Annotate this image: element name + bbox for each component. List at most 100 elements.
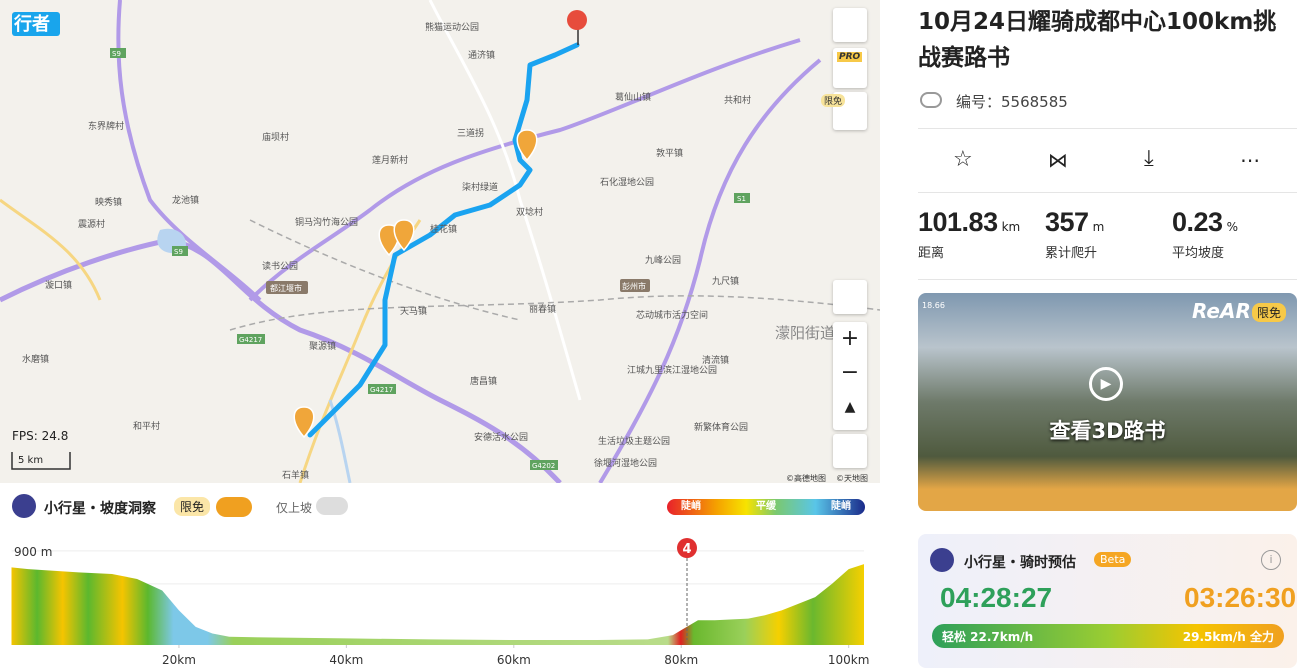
road-label: S9 [112, 50, 121, 58]
stat-unit: m [1092, 220, 1105, 234]
free-button[interactable]: 限免 [821, 92, 867, 130]
toggle-off[interactable] [316, 497, 348, 515]
city-label: 都江堰市 [270, 283, 302, 293]
toggle-on[interactable] [216, 497, 252, 517]
scale-bar [11, 452, 71, 470]
place-label: 铜马沟竹海公园 [295, 216, 358, 228]
pro-button[interactable]: PRO [833, 48, 867, 88]
free-badge: 限免 [1252, 303, 1287, 322]
place-label: 庙坝村 [262, 131, 289, 143]
place-label: 石羊镇 [282, 469, 309, 481]
scale-label: 5 km [18, 455, 43, 466]
marker-badge [677, 538, 697, 558]
place-label: 三道拐 [457, 127, 484, 139]
copyright: ©高德地图 [786, 473, 826, 483]
place-label: 映秀镇 [95, 196, 122, 208]
place-label: 漩口镇 [45, 279, 72, 291]
x-tick-label: 80km [664, 653, 698, 667]
map-labels: 熊猫运动公园 通济镇 葛仙山镇 共和村 东界牌村 庙坝村 三道拐 莲月新村 敦平… [22, 21, 835, 481]
stat-value: 357 [1045, 207, 1089, 237]
place-label: 葛仙山镇 [615, 91, 651, 103]
stat-label: 累计爬升 [1045, 246, 1098, 261]
x-tick-label: 40km [329, 653, 363, 667]
place-label: 熊猫运动公园 [425, 21, 479, 33]
city-label: 彭州市 [622, 281, 646, 291]
route-title: 10月24日耀骑成都中心100km挑战赛路书 [918, 9, 1277, 71]
full-label: 29.5km/h 全力 [1182, 629, 1274, 644]
favorite-button[interactable]: ☆ [953, 147, 973, 172]
stat-value: 101.83 [918, 207, 998, 237]
place-label: 敦平镇 [656, 147, 683, 159]
elevation-area [11, 564, 864, 645]
app-logo[interactable]: 行者 [13, 13, 50, 35]
place-label: 安德活水公园 [474, 431, 528, 443]
road-label: G4217 [370, 386, 393, 394]
preview-action[interactable]: 查看3D路书 [1049, 419, 1166, 443]
layers-button[interactable] [833, 8, 867, 42]
stat: 357 m 累计爬升 [1045, 207, 1104, 261]
legend-label: 平缓 [756, 501, 776, 512]
place-label: 莲月新村 [372, 154, 408, 166]
stat-label: 平均坡度 [1172, 246, 1225, 261]
route-line [307, 42, 580, 438]
place-label: 双埝村 [516, 206, 543, 218]
stat-value: 0.23 [1172, 207, 1223, 237]
copyright: ©天地图 [836, 473, 868, 483]
finish-pin [567, 10, 587, 30]
road-shields: S9 S9 G4217 G4217 S1 G4202 [110, 48, 750, 470]
share-button[interactable]: ⋈ [1048, 148, 1068, 172]
info-button[interactable]: i [1261, 550, 1281, 570]
place-label: 柒村绿道 [462, 181, 498, 193]
place-label: 和平村 [133, 420, 160, 432]
place-label: 江城九里滨江湿地公园 [627, 364, 717, 376]
divider [918, 279, 1297, 280]
marker-label: 4 [682, 542, 691, 557]
slope-legend: 陡峭 平缓 陡峭 [667, 499, 865, 515]
estimate-card: 小行星・骑时预估 Beta i 04:28:27 03:26:30 轻松 22.… [918, 534, 1297, 668]
legend-label: 陡峭 [681, 501, 701, 512]
bike-icon [920, 92, 942, 108]
y-tick-label: 900 m [14, 545, 52, 559]
easy-time: 04:28:27 [940, 582, 1053, 613]
place-label: 水磨镇 [22, 353, 49, 365]
full-time: 03:26:30 [1184, 582, 1297, 613]
easy-label: 轻松 22.7km/h [942, 629, 1034, 644]
route-id: 编号：5568585 [956, 93, 1068, 111]
fullscreen-button[interactable] [833, 434, 867, 468]
divider [918, 128, 1297, 129]
x-tick-label: 100km [828, 653, 870, 667]
map[interactable]: 熊猫运动公园 通济镇 葛仙山镇 共和村 东界牌村 庙坝村 三道拐 莲月新村 敦平… [0, 0, 880, 483]
waypoints [293, 129, 538, 439]
roads [0, 0, 880, 483]
place-label: 震源村 [78, 218, 105, 230]
fps: FPS: 24.8 [12, 429, 68, 443]
place-label: 芯动城市活力空间 [636, 309, 708, 321]
stat: 0.23% 平均坡度 [1172, 207, 1238, 261]
estimate-title: 小行星・骑时预估 [964, 555, 1076, 571]
route-panel: 10月24日耀骑成都中心100km挑战赛路书 编号：5568585 ☆ ⋈ ⤓ … [918, 0, 1297, 672]
place-label: 桂花镇 [430, 223, 457, 235]
divider [918, 192, 1297, 193]
stat-unit: % [1226, 220, 1238, 234]
road-label: S1 [737, 195, 746, 203]
x-tick-label: 20km [162, 653, 196, 667]
x-tick-label: 60km [497, 653, 531, 667]
speed-bar: 轻松 22.7km/h 29.5km/h 全力 [932, 624, 1284, 648]
more-button[interactable]: ⋯ [1240, 148, 1260, 172]
zoom-controls[interactable]: + − ▲ [833, 322, 867, 430]
download-button[interactable]: ⤓ [1144, 146, 1154, 171]
free-badge: 限免 [821, 94, 846, 107]
stat: 101.83 km 距离 [918, 207, 1020, 261]
place-label: 唐昌镇 [470, 375, 497, 387]
play-button[interactable]: ▶ [1089, 367, 1123, 401]
place-label: 通济镇 [468, 49, 495, 61]
place-label: 石化湿地公园 [600, 176, 654, 188]
place-label: 徐堰河湿地公园 [594, 457, 657, 469]
preview-3d[interactable]: 18.66 ReAR 限免 ▶ 查看3D路书 [918, 293, 1297, 511]
road-label: S9 [174, 248, 183, 256]
place-label: 东界牌村 [88, 120, 124, 132]
reset-button[interactable] [833, 280, 867, 314]
district-label: 濛阳街道 [775, 324, 835, 342]
